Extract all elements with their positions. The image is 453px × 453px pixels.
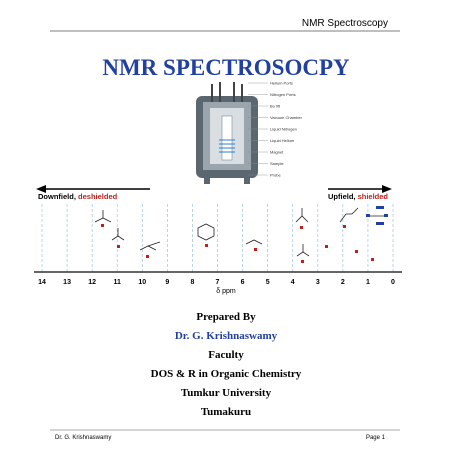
- diagram-label: Liquid Nitrogen: [270, 127, 297, 132]
- tick-label: 6: [241, 279, 245, 286]
- tick-label: 5: [266, 279, 270, 286]
- diagram-label: Nitrogen Ports: [270, 92, 296, 97]
- reference-marks: [366, 206, 388, 225]
- diagram-label: Probe: [270, 173, 281, 178]
- department: DOS & R in Organic Chemistry: [151, 368, 302, 380]
- upfield-arrowhead: [382, 185, 392, 193]
- tick-label: 9: [165, 279, 169, 286]
- downfield-label: Downfield, deshielded: [38, 192, 118, 201]
- diagram-label: Magnet: [270, 150, 284, 155]
- place: Tumakuru: [201, 406, 251, 418]
- tick-label: 14: [38, 279, 46, 286]
- footer-author: Dr. G. Krishnaswamy: [55, 435, 111, 441]
- tick-label: 8: [190, 279, 194, 286]
- prepared-by: Prepared By: [196, 311, 256, 323]
- diagram-label: Bo lift: [270, 104, 281, 109]
- tick-label: 7: [216, 279, 220, 286]
- downfield-term: Downfield,: [38, 192, 76, 201]
- magnet-diagram: [196, 82, 258, 184]
- tick-label: 3: [316, 279, 320, 286]
- role: Faculty: [208, 349, 244, 361]
- tick-label: 12: [88, 279, 96, 286]
- upfield-meaning: shielded: [358, 192, 389, 201]
- tick-label: 11: [114, 279, 122, 286]
- axis-unit: δ ppm: [216, 288, 236, 295]
- proton-marks: [101, 224, 374, 263]
- running-title: NMR Spectroscopy: [302, 18, 388, 29]
- tick-label: 4: [291, 279, 295, 286]
- footer-page: Page 1: [366, 435, 386, 441]
- diagram-label: Sample: [270, 161, 284, 166]
- tick-label: 2: [341, 279, 345, 286]
- tick-label: 0: [391, 279, 395, 286]
- university: Tumkur University: [181, 387, 272, 399]
- downfield-meaning: deshielded: [78, 192, 118, 201]
- diagram-label: Helium Ports: [270, 81, 293, 86]
- author: Dr. G. Krishnaswamy: [175, 330, 278, 342]
- molecules: [94, 207, 386, 257]
- upfield-term: Upfield,: [328, 192, 356, 201]
- tick-label: 1: [366, 279, 370, 286]
- tick-label: 13: [63, 279, 71, 286]
- tick-label: 10: [138, 279, 146, 286]
- title: NMR SPECTROSOCPY: [102, 55, 350, 80]
- downfield-arrowhead: [36, 185, 46, 193]
- diagram-label: Vacuum Chamber: [270, 115, 303, 120]
- diagram-label: Liquid Helium: [270, 138, 295, 143]
- upfield-label: Upfield, shielded: [328, 192, 388, 201]
